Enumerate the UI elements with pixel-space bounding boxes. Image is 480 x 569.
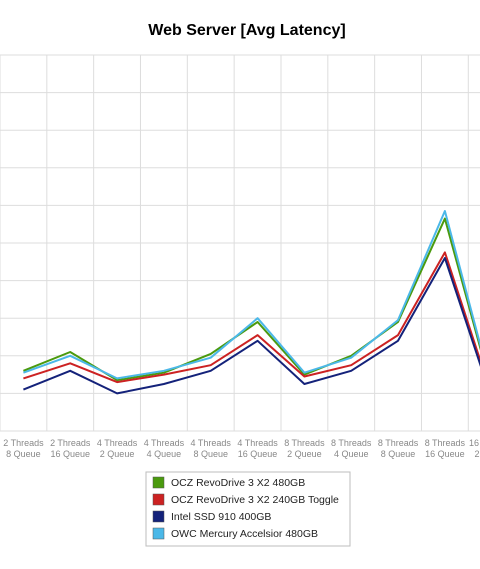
series-line-2 bbox=[23, 257, 480, 395]
x-tick-label: 8 Threads 16 Queue bbox=[425, 438, 466, 459]
x-tick-label: 4 Threads 8 Queue bbox=[191, 438, 232, 459]
legend-label: Intel SSD 910 400GB bbox=[171, 511, 271, 523]
x-tick-label: 8 Threads 4 Queue bbox=[331, 438, 372, 459]
legend-label: OCZ RevoDrive 3 X2 480GB bbox=[171, 477, 305, 489]
series-lines bbox=[23, 210, 480, 395]
series-line-0 bbox=[23, 217, 480, 382]
legend-swatch bbox=[152, 527, 165, 540]
x-tick-label: 4 Threads 4 Queue bbox=[144, 438, 185, 459]
legend-swatch bbox=[152, 476, 165, 489]
x-axis-tick-labels: 2 Threads 8 Queue 2 Threads 16 Queue 4 Threa… bbox=[3, 438, 480, 459]
legend-label: OCZ RevoDrive 3 X2 240GB Toggle bbox=[171, 494, 339, 506]
legend: OCZ RevoDrive 3 X2 480GB OCZ RevoDrive 3 … bbox=[145, 471, 351, 547]
legend-swatch bbox=[152, 510, 165, 523]
x-tick-label: 4 Threads 2 Queue bbox=[97, 438, 138, 459]
x-tick-label: 8 Threads 2 Queue bbox=[284, 438, 325, 459]
series-line-1 bbox=[23, 251, 480, 384]
x-tick-label: 8 Threads 8 Queue bbox=[378, 438, 419, 459]
chart-title: Web Server [Avg Latency] bbox=[148, 22, 345, 39]
grid bbox=[0, 54, 480, 432]
legend-label: OWC Mercury Accelsior 480GB bbox=[171, 528, 318, 540]
legend-swatch bbox=[152, 493, 165, 506]
x-tick-label: 2 Threads 16 Queue bbox=[50, 438, 91, 459]
x-tick-label: 4 Threads 16 Queue bbox=[237, 438, 278, 459]
x-tick-label: 2 Threads 8 Queue bbox=[3, 438, 44, 459]
legend-box bbox=[145, 471, 351, 547]
series-line-3 bbox=[23, 210, 480, 380]
